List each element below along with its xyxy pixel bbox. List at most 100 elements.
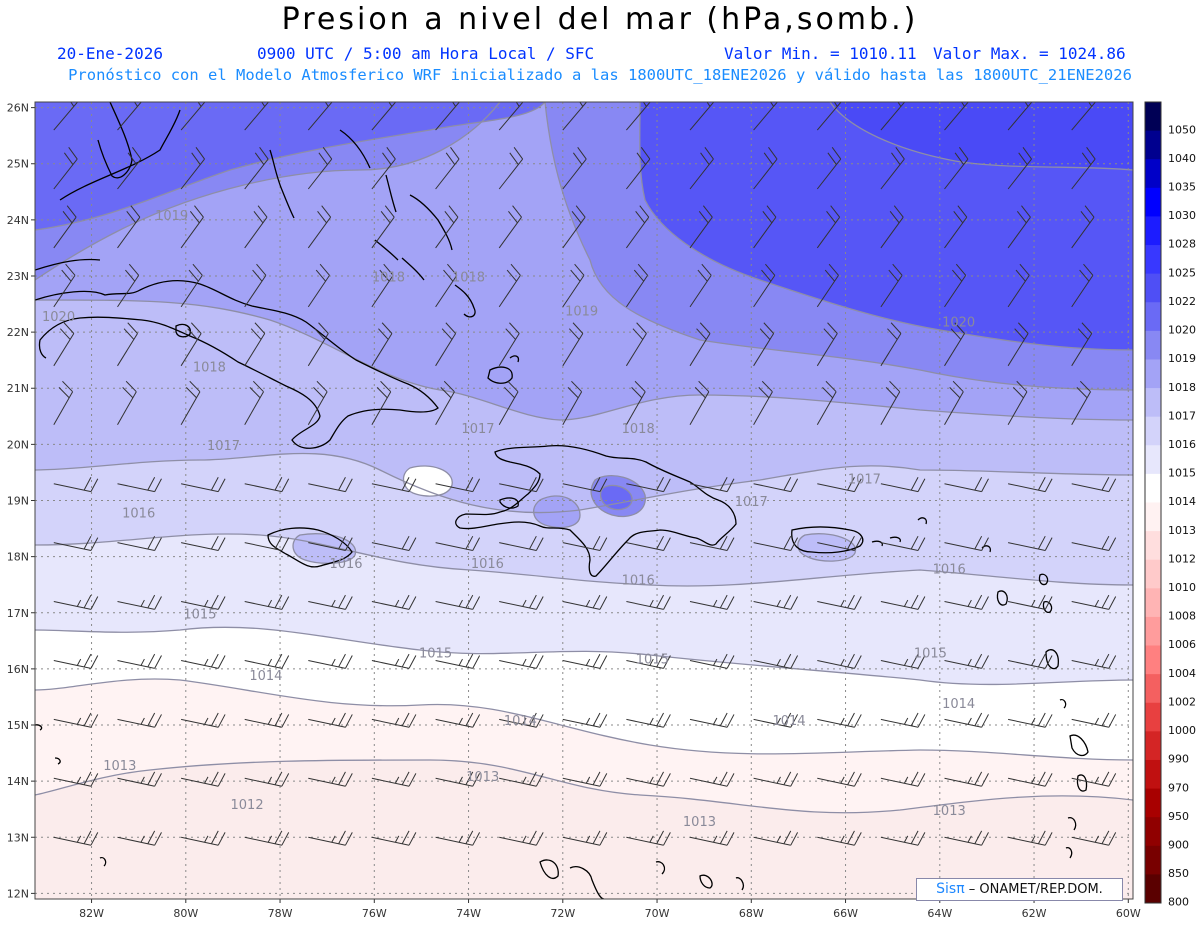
- wind-barb: [1007, 594, 1053, 610]
- wind-barb: [180, 830, 226, 846]
- wind-barb: [562, 712, 608, 728]
- colorbar-label: 900: [1168, 838, 1189, 851]
- wind-barb: [562, 205, 586, 249]
- wind-barb: [816, 147, 842, 190]
- colorbar-label: 1000: [1168, 724, 1196, 737]
- contour-label: 1013: [933, 804, 966, 819]
- wind-barb: [435, 205, 459, 249]
- wind-barb: [562, 653, 608, 669]
- wind-barb: [689, 712, 735, 728]
- wind-barb: [371, 594, 417, 610]
- wind-barb: [562, 535, 608, 551]
- wind-barb: [1007, 830, 1053, 846]
- wind-barb: [499, 771, 544, 787]
- wind-barb: [435, 263, 458, 308]
- colorbar-label: 850: [1168, 867, 1189, 880]
- wind-barb: [244, 102, 270, 131]
- wind-barb: [117, 535, 162, 551]
- wind-barb: [626, 830, 671, 846]
- wind-barb: [180, 380, 201, 425]
- wind-barb: [753, 771, 799, 787]
- colorbar: 1050 1040 1035 1030 1028 1025 1022 1020 1019 1018…: [1144, 101, 1196, 909]
- wind-barb: [753, 594, 799, 610]
- wind-barb: [880, 102, 906, 131]
- lon-label: 70W: [645, 907, 670, 920]
- wind-barb: [371, 712, 417, 728]
- wind-barb: [435, 380, 455, 425]
- wind-barb: [117, 102, 143, 131]
- wind-barb: [53, 535, 99, 551]
- wind-barb: [499, 594, 544, 610]
- wind-barb: [753, 380, 773, 425]
- wind-barb: [880, 712, 926, 728]
- lat-label: 15N: [7, 719, 29, 732]
- wind-barb: [371, 147, 396, 190]
- contour-label: 1014: [249, 669, 282, 684]
- contour-label: 1015: [183, 607, 216, 622]
- wind-barb: [753, 263, 776, 308]
- map-frame: [34, 101, 1134, 900]
- wind-barb: [117, 147, 142, 190]
- wind-barb: [689, 147, 714, 190]
- lat-label: 14N: [7, 775, 29, 788]
- wind-barb: [1007, 477, 1053, 493]
- wind-barb: [944, 535, 989, 551]
- colorbar-swatch: [1145, 845, 1161, 875]
- lat-label: 24N: [7, 214, 29, 227]
- wind-barb: [880, 830, 926, 846]
- wind-barb: [816, 380, 837, 425]
- wind-barb: [435, 477, 481, 493]
- colorbar-label: 1012: [1168, 552, 1196, 565]
- wind-barb: [53, 380, 74, 425]
- wind-barb: [816, 102, 843, 131]
- wind-barb: [626, 147, 651, 190]
- contour-label: 1017: [735, 495, 768, 510]
- lat-label: 19N: [7, 495, 29, 508]
- colorbar-label: 1020: [1168, 324, 1196, 337]
- lat-label: 25N: [7, 158, 29, 171]
- wind-barb: [1007, 102, 1034, 131]
- contour-label: 1015: [419, 647, 452, 662]
- colorbar-label: 950: [1168, 810, 1189, 823]
- colorbar-swatch: [1145, 759, 1161, 790]
- wind-barb: [53, 594, 99, 610]
- colorbar-swatch: [1145, 874, 1161, 904]
- lon-label: 80W: [173, 907, 198, 920]
- contour-label: 1017: [207, 439, 240, 454]
- wind-barb: [625, 380, 646, 425]
- lon-label: 68W: [739, 907, 764, 920]
- lon-label: 76W: [362, 907, 387, 920]
- contour-label: 1016: [933, 562, 966, 577]
- wind-barb: [53, 712, 99, 728]
- colorbar-label: 1008: [1168, 610, 1196, 623]
- lat-label: 16N: [7, 663, 29, 676]
- wind-barb: [307, 205, 332, 249]
- colorbar-swatch: [1145, 531, 1161, 561]
- colorbar-swatch: [1145, 273, 1161, 303]
- wind-barb: [944, 263, 967, 308]
- contour-label: 1017: [461, 422, 494, 437]
- wind-barb: [880, 147, 905, 190]
- wind-barb: [626, 653, 671, 669]
- contour-label: 1012: [231, 798, 264, 813]
- wind-barb: [1071, 263, 1094, 308]
- wind-barb: [308, 535, 353, 551]
- wind-barb: [117, 380, 137, 425]
- wind-barb: [817, 535, 862, 551]
- wind-barb: [499, 477, 544, 493]
- colorbar-swatch: [1145, 616, 1161, 647]
- wind-barb: [1071, 477, 1117, 493]
- wind-barb: [180, 263, 203, 308]
- wind-barb: [371, 205, 395, 249]
- wind-barb: [753, 102, 779, 131]
- colorbar-swatch: [1145, 473, 1161, 503]
- lon-label: 60W: [1116, 907, 1141, 920]
- wind-barb: [307, 102, 334, 131]
- contour-label: 1013: [683, 815, 716, 830]
- wind-barb: [689, 322, 711, 367]
- colorbar-swatch: [1145, 559, 1161, 589]
- lat-lon-grid: [31, 102, 1133, 903]
- min-value: Valor Min. = 1010.11: [724, 44, 917, 63]
- wind-barb: [498, 322, 520, 367]
